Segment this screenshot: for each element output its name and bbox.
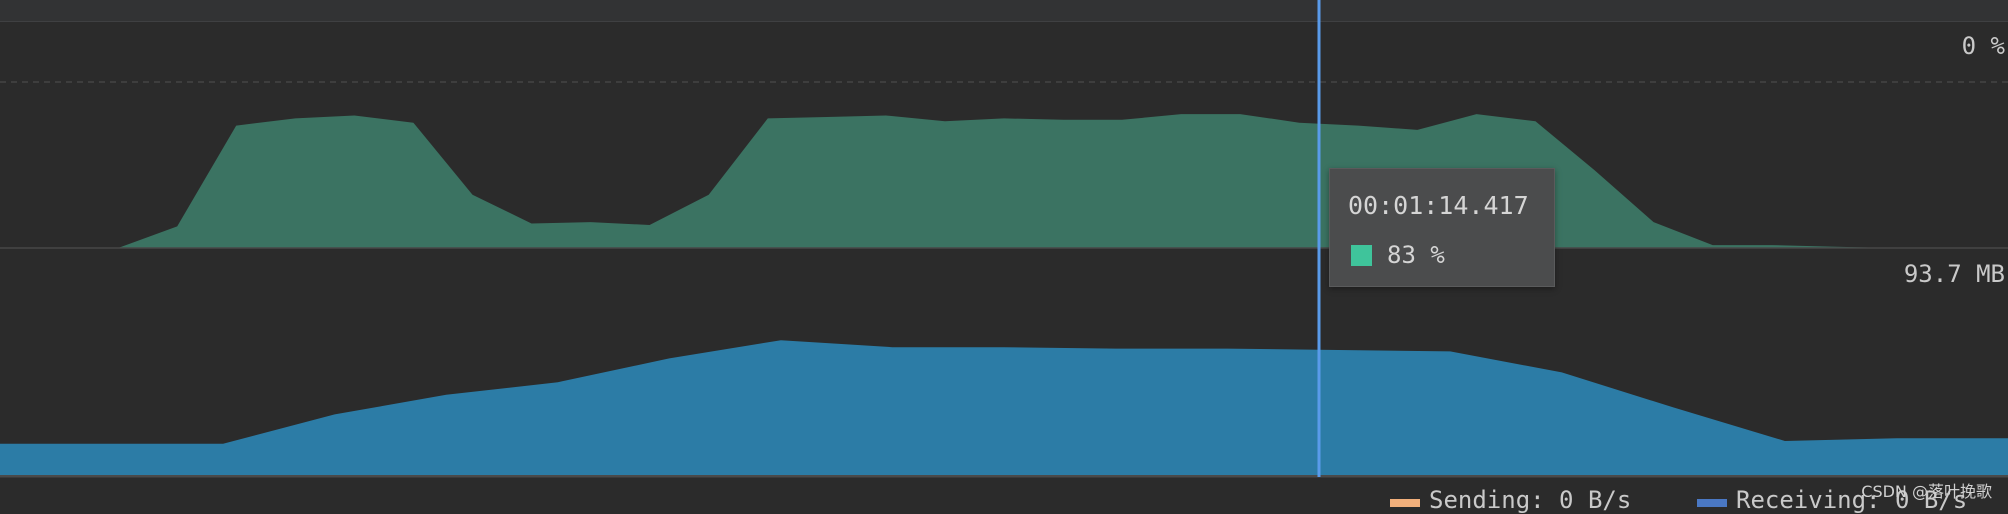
tooltip-value-row: 83 % xyxy=(1351,241,1445,269)
cpu-usage-area xyxy=(0,114,2008,248)
sending-swatch xyxy=(1390,499,1420,507)
tooltip-series-swatch xyxy=(1351,244,1372,266)
receiving-swatch xyxy=(1697,499,1727,507)
cpu-area-layer xyxy=(0,114,2008,248)
tooltip-value: 83 % xyxy=(1387,241,1445,269)
legend-strip xyxy=(0,477,2008,509)
timeline-tooltip: 00:01:14.417 83 % xyxy=(1329,168,1555,287)
memory-scale-label: 93.7 MB xyxy=(1903,260,2005,288)
legend-sending: Sending: 0 B/s xyxy=(1390,486,1632,514)
tooltip-time: 00:01:14.417 xyxy=(1348,191,1529,220)
memory-usage-area xyxy=(0,340,2008,476)
watermark-text: CSDN @落叶挽歌 xyxy=(1861,482,1992,501)
memory-area-layer xyxy=(0,340,2008,476)
top-toolbar-strip xyxy=(0,0,2008,22)
cpu-scale-label: 0 % xyxy=(1961,32,2005,60)
legend-sending-label: Sending: 0 B/s xyxy=(1429,486,1632,514)
